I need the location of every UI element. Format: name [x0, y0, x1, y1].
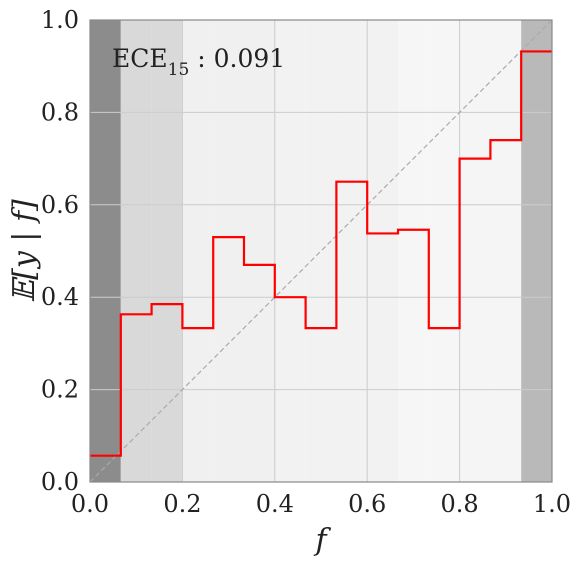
ece-value: : 0.091 — [189, 44, 285, 73]
y-tick-labels: 0.0 0.2 0.4 0.6 0.8 1.0 — [41, 6, 79, 496]
ece-subscript: 15 — [168, 60, 190, 80]
density-bar-11 — [428, 20, 460, 482]
density-bar-8 — [336, 20, 368, 482]
density-bar-1 — [120, 20, 152, 482]
density-bar-4 — [213, 20, 244, 482]
density-bars — [90, 20, 552, 482]
density-bar-12 — [459, 20, 491, 482]
y-axis-label: 𝔼[y | f] — [7, 199, 42, 303]
y-tick-label-2: 0.4 — [41, 283, 79, 311]
x-tick-label-2: 0.4 — [256, 490, 294, 518]
x-tick-label-0: 0.0 — [71, 490, 109, 518]
ece-annotation: ECE15 : 0.091 — [112, 44, 285, 80]
density-bar-14 — [521, 20, 552, 482]
density-bar-2 — [151, 20, 183, 482]
grid — [90, 20, 552, 482]
plot-frame — [89, 19, 553, 483]
y-tick-label-5: 1.0 — [41, 6, 79, 34]
x-tick-label-1: 0.2 — [163, 490, 201, 518]
density-bar-10 — [398, 20, 429, 482]
y-tick-label-1: 0.2 — [41, 376, 79, 404]
y-tick-label-0: 0.0 — [41, 468, 79, 496]
density-bar-13 — [490, 20, 522, 482]
density-bar-0 — [90, 20, 121, 482]
y-tick-label-4: 0.8 — [41, 98, 79, 126]
x-tick-label-4: 0.8 — [441, 490, 479, 518]
perfect-calibration-diagonal — [89, 19, 553, 483]
density-bar-5 — [243, 20, 275, 482]
x-tick-label-3: 0.6 — [348, 490, 386, 518]
density-bar-7 — [305, 20, 337, 482]
density-bar-6 — [274, 20, 306, 482]
x-tick-label-5: 1.0 — [533, 490, 571, 518]
x-tick-labels: 0.0 0.2 0.4 0.6 0.8 1.0 — [71, 490, 571, 518]
density-bar-3 — [182, 20, 214, 482]
y-tick-label-3: 0.6 — [41, 191, 79, 219]
density-bar-9 — [367, 20, 399, 482]
ece-label: ECE — [112, 44, 168, 73]
calibration-step-line — [90, 50, 552, 457]
x-axis-label: f — [313, 523, 331, 558]
